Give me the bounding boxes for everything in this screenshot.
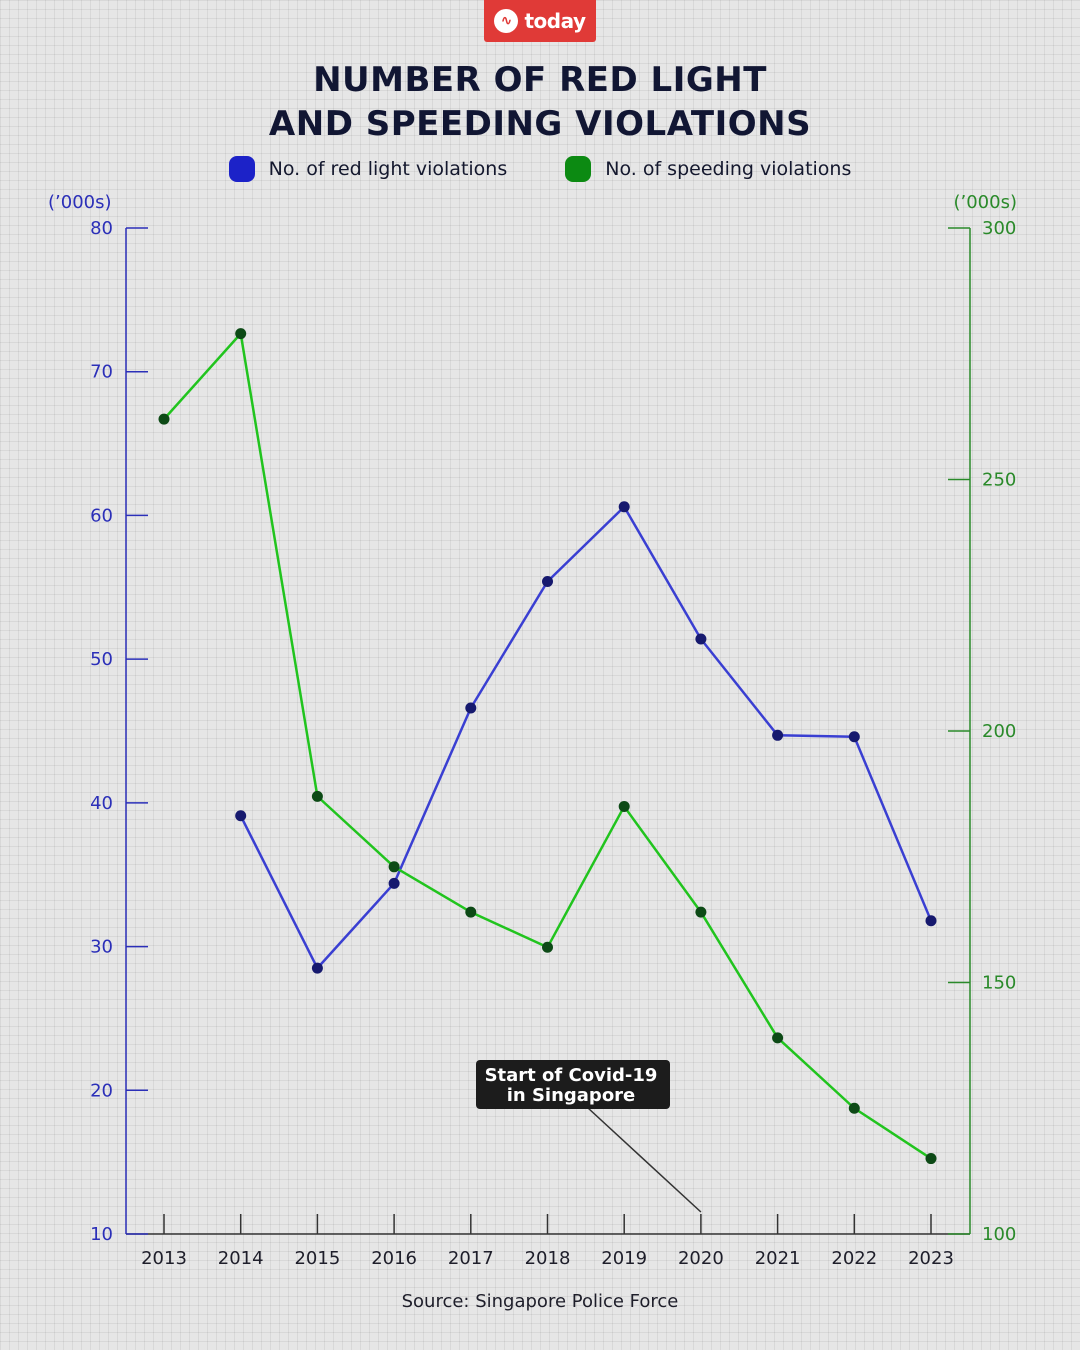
- legend-item-red-light: No. of red light violations: [228, 156, 508, 182]
- legend-label-red-light: No. of red light violations: [268, 158, 508, 180]
- legend-label-speeding: No. of speeding violations: [605, 158, 852, 180]
- x-axis-tick-label: 2020: [678, 1248, 724, 1269]
- x-axis-tick-label: 2023: [908, 1248, 954, 1269]
- left-axis-tick-label: 60: [90, 505, 113, 526]
- data-point-red-light-2017: [465, 702, 477, 714]
- data-point-red-light-2023: [925, 915, 937, 927]
- right-axis-tick-label: 300: [982, 218, 1016, 239]
- data-point-speeding-2013: [158, 413, 170, 425]
- chart-legend: No. of red light violations No. of speed…: [0, 156, 1080, 182]
- chart-title-line-2: AND SPEEDING VIOLATIONS: [268, 104, 812, 144]
- right-axis-tick-label: 150: [982, 973, 1016, 994]
- x-axis-tick-label: 2021: [755, 1248, 801, 1269]
- chart-title-line-1: NUMBER OF RED LIGHT: [313, 60, 767, 100]
- chart-title: NUMBER OF RED LIGHT AND SPEEDING VIOLATI…: [0, 58, 1080, 146]
- x-axis-tick-label: 2014: [218, 1248, 264, 1269]
- left-axis-tick-label: 50: [90, 649, 113, 670]
- data-point-speeding-2016: [388, 861, 400, 873]
- left-axis-tick-label: 80: [90, 218, 113, 239]
- logo-text: today: [524, 9, 586, 33]
- data-point-speeding-2017: [465, 906, 477, 918]
- annotation-text-line-1: Start of Covid-19: [485, 1065, 658, 1086]
- series-line-red-light: [239, 505, 933, 970]
- right-axis-unit-label: (’000s): [953, 192, 1017, 213]
- left-axis-unit-label: (’000s): [48, 192, 112, 213]
- series-line-speeding: [163, 332, 932, 1160]
- legend-item-speeding: No. of speeding violations: [565, 156, 851, 182]
- data-point-red-light-2014: [235, 810, 247, 822]
- data-point-speeding-2021: [772, 1032, 784, 1044]
- right-axis-tick-label: 100: [982, 1224, 1016, 1245]
- left-axis-tick-label: 40: [90, 793, 113, 814]
- data-point-red-light-2018: [542, 576, 553, 588]
- x-axis-tick-label: 2019: [601, 1248, 647, 1269]
- logo-mark-icon: ∿: [494, 9, 519, 33]
- right-axis-tick-label: 250: [982, 470, 1016, 491]
- left-axis-tick-label: 20: [90, 1080, 113, 1101]
- today-logo: ∿ today: [484, 0, 596, 42]
- x-axis-tick-label: 2022: [831, 1248, 877, 1269]
- source-note: Source: Singapore Police Force: [401, 1291, 679, 1312]
- data-point-speeding-2014: [235, 328, 247, 340]
- x-axis-tick-label: 2013: [141, 1248, 187, 1269]
- data-point-speeding-2015: [311, 790, 323, 802]
- x-axis-tick-label: 2018: [525, 1248, 571, 1269]
- legend-swatch-speeding: [565, 156, 592, 182]
- left-axis-tick-label: 30: [90, 937, 113, 958]
- data-point-red-light-2016: [388, 877, 400, 889]
- data-point-red-light-2021: [772, 729, 784, 741]
- right-axis-tick-label: 200: [982, 721, 1016, 742]
- data-point-red-light-2019: [618, 501, 630, 513]
- legend-swatch-red-light: [228, 156, 255, 182]
- annotation-box: [476, 1060, 670, 1109]
- x-axis-tick-label: 2015: [294, 1248, 340, 1269]
- data-point-red-light-2020: [695, 633, 707, 645]
- x-axis-tick-label: 2016: [371, 1248, 417, 1269]
- data-point-red-light-2022: [848, 731, 860, 743]
- left-axis-tick-label: 70: [90, 362, 113, 383]
- data-point-speeding-2018: [542, 941, 553, 953]
- left-axis-tick-label: 10: [90, 1224, 113, 1245]
- data-point-speeding-2023: [925, 1153, 937, 1165]
- data-point-speeding-2019: [618, 800, 630, 812]
- annotation-text-line-2: in Singapore: [507, 1085, 636, 1106]
- data-point-speeding-2020: [695, 906, 707, 918]
- data-point-red-light-2015: [311, 962, 323, 974]
- annotation-leader-line: [587, 1107, 702, 1213]
- x-axis-tick-label: 2017: [448, 1248, 494, 1269]
- data-point-speeding-2022: [848, 1102, 860, 1114]
